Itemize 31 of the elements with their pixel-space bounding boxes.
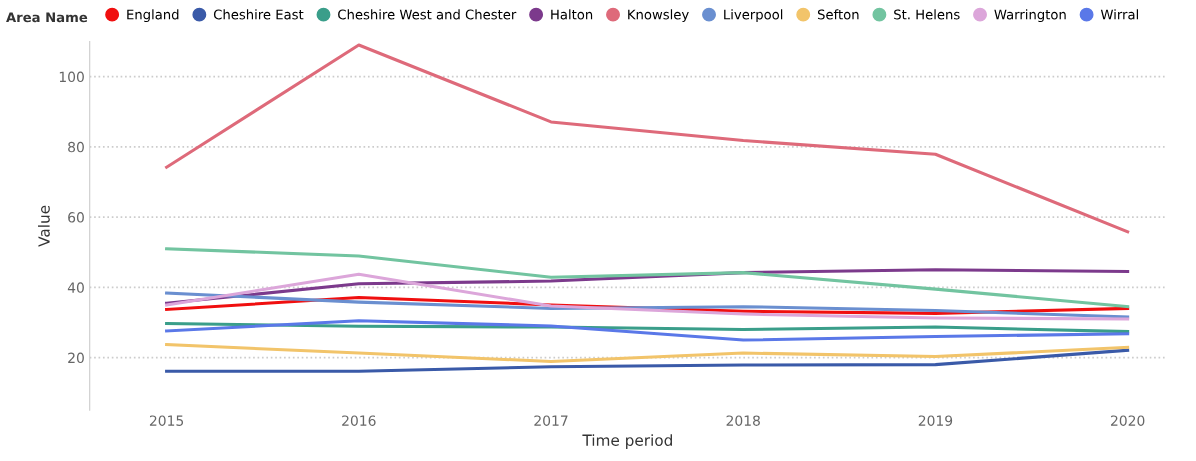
- x-tick-label: 2017: [534, 415, 568, 426]
- legend-label: Halton: [551, 9, 593, 20]
- legend-label: England: [127, 9, 179, 23]
- legend-label: Sefton: [817, 9, 859, 20]
- y-tick-label: 40: [67, 282, 84, 293]
- legend-label: Knowsley: [628, 9, 689, 23]
- legend-label: Wirral: [1100, 9, 1138, 20]
- legend-label: Liverpool: [724, 9, 783, 23]
- legend-label: St. Helens: [894, 9, 960, 20]
- line-series: [165, 343, 1130, 363]
- legend-label: Cheshire East: [213, 9, 304, 20]
- x-tick-label: 2015: [149, 415, 184, 426]
- line-series: [165, 348, 1130, 373]
- line-series: [165, 291, 1130, 319]
- line-series: [165, 272, 1130, 321]
- x-tick-label: 2018: [726, 415, 760, 426]
- legend-label: Warrington: [994, 9, 1066, 23]
- x-tick-label: 2020: [1111, 415, 1145, 426]
- x-axis-title: Time period: [582, 434, 672, 449]
- line-series: [165, 247, 1130, 309]
- line-series: [165, 319, 1130, 342]
- y-tick-label: 100: [59, 71, 84, 83]
- line-series: [165, 43, 1130, 234]
- legend-title: Area Name: [6, 12, 88, 23]
- x-tick-label: 2016: [342, 415, 376, 426]
- y-tick-label: 20: [68, 352, 84, 364]
- x-tick-label: 2019: [918, 415, 953, 426]
- y-axis-title: Value: [37, 205, 50, 247]
- legend-label: Cheshire West and Chester: [338, 9, 517, 20]
- y-tick-label: 80: [68, 141, 84, 153]
- y-tick-label: 60: [68, 212, 84, 223]
